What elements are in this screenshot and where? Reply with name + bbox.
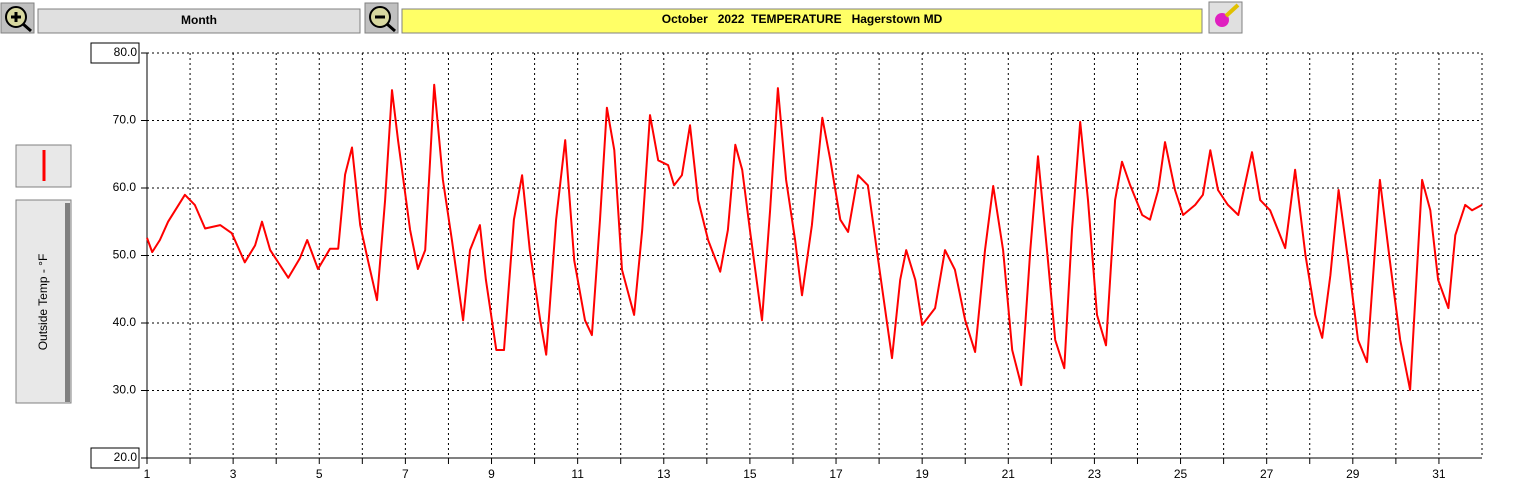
period-button[interactable]: Month	[37, 8, 361, 34]
x-tick-label: 31	[1432, 467, 1446, 481]
x-tick-label: 5	[316, 467, 323, 481]
y-tick-label: 70.0	[113, 113, 137, 127]
zoom-in-button[interactable]	[0, 2, 35, 34]
x-tick-label: 3	[230, 467, 237, 481]
period-label: Month	[181, 13, 217, 27]
x-tick-label: 21	[1002, 467, 1016, 481]
x-tick-label: 19	[915, 467, 929, 481]
x-tick-label: 29	[1346, 467, 1360, 481]
x-tick-label: 9	[488, 467, 495, 481]
temperature-line	[146, 83, 1483, 391]
y-tick-box	[90, 447, 140, 469]
axis-label-button[interactable]: Outside Temp - °F	[15, 199, 72, 404]
color-button[interactable]	[1208, 1, 1243, 34]
chart-title: October 2022 TEMPERATURE Hagerstown MD	[662, 12, 943, 26]
y-axis-label: Outside Temp - °F	[36, 254, 50, 351]
y-tick-label: 40.0	[113, 315, 137, 329]
x-tick-label: 13	[657, 467, 671, 481]
x-tick-label: 23	[1088, 467, 1102, 481]
title-bar	[401, 8, 1203, 34]
plot-frame	[147, 53, 1482, 458]
x-tick-label: 25	[1174, 467, 1188, 481]
x-tick-label: 1	[144, 467, 151, 481]
y-tick-label: 80.0	[114, 45, 138, 59]
y-tick-label: 30.0	[113, 383, 137, 397]
y-tick-label: 20.0	[114, 450, 138, 464]
series-swatch-button[interactable]	[15, 144, 72, 188]
x-tick-label: 15	[743, 467, 757, 481]
zoom-out-button[interactable]	[364, 2, 399, 34]
x-tick-label: 17	[829, 467, 843, 481]
y-tick-box	[90, 42, 140, 64]
x-tick-label: 11	[571, 467, 584, 481]
y-tick-label: 50.0	[113, 248, 137, 262]
x-tick-label: 27	[1260, 467, 1274, 481]
x-tick-label: 7	[402, 467, 409, 481]
y-tick-label: 60.0	[113, 180, 137, 194]
